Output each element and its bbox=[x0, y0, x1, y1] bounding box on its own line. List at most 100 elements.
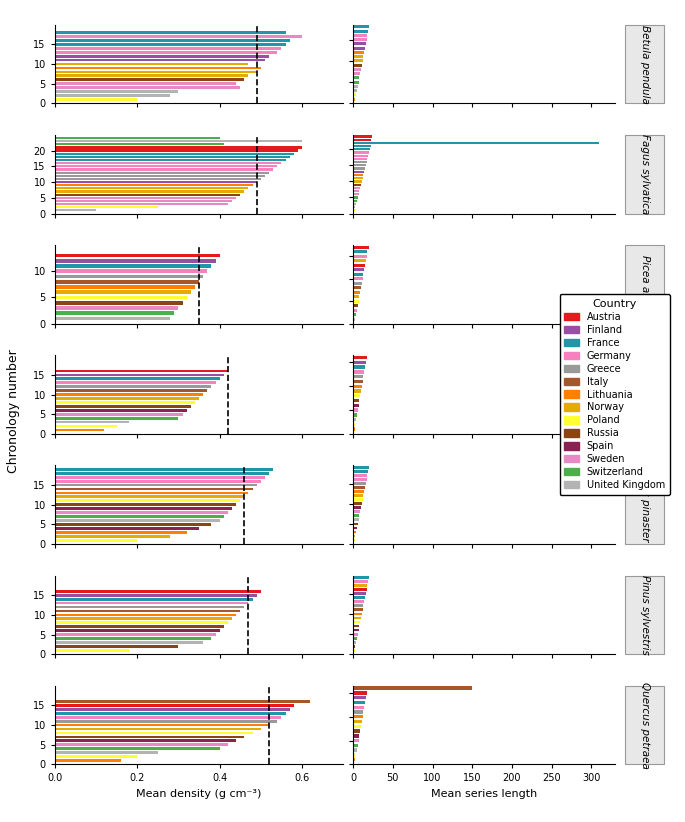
Bar bbox=[55, 137, 220, 139]
Bar bbox=[55, 397, 199, 399]
Bar bbox=[55, 492, 249, 494]
Bar bbox=[55, 98, 137, 101]
Bar bbox=[55, 196, 236, 199]
Bar bbox=[353, 739, 359, 742]
FancyBboxPatch shape bbox=[625, 686, 664, 764]
Bar bbox=[55, 520, 220, 522]
Bar bbox=[55, 39, 290, 42]
Bar bbox=[55, 645, 178, 648]
Bar bbox=[55, 704, 294, 707]
Bar bbox=[353, 584, 367, 587]
Bar bbox=[55, 633, 216, 636]
Bar bbox=[353, 300, 359, 302]
Bar bbox=[353, 580, 368, 583]
Bar bbox=[353, 89, 357, 92]
Bar bbox=[353, 361, 366, 364]
Bar bbox=[55, 712, 286, 714]
Bar bbox=[55, 143, 224, 145]
Bar bbox=[55, 421, 129, 423]
Bar bbox=[55, 515, 224, 518]
Bar bbox=[353, 466, 369, 469]
Bar bbox=[353, 313, 356, 316]
Bar bbox=[353, 76, 360, 80]
Bar bbox=[55, 187, 249, 189]
Bar bbox=[55, 86, 240, 89]
Bar bbox=[353, 193, 359, 196]
Bar bbox=[55, 312, 174, 315]
Bar bbox=[353, 729, 360, 732]
Bar bbox=[353, 486, 365, 489]
Bar bbox=[353, 210, 355, 211]
Bar bbox=[353, 612, 362, 616]
Bar bbox=[353, 523, 358, 525]
Bar bbox=[353, 141, 599, 144]
Bar bbox=[353, 637, 357, 640]
Bar bbox=[353, 696, 366, 700]
Bar bbox=[55, 55, 269, 58]
Bar bbox=[55, 409, 186, 412]
Bar bbox=[353, 534, 356, 538]
Bar bbox=[55, 172, 269, 173]
Bar bbox=[353, 593, 366, 595]
Bar bbox=[55, 51, 277, 53]
Bar bbox=[55, 306, 178, 310]
Bar bbox=[55, 637, 212, 640]
FancyBboxPatch shape bbox=[625, 25, 664, 104]
Bar bbox=[55, 381, 216, 384]
Bar bbox=[55, 496, 245, 498]
Bar bbox=[353, 42, 366, 45]
Bar bbox=[353, 273, 364, 276]
Bar bbox=[353, 51, 364, 53]
Bar bbox=[55, 487, 253, 491]
FancyBboxPatch shape bbox=[625, 575, 664, 654]
Bar bbox=[353, 246, 369, 249]
Bar bbox=[55, 535, 170, 538]
Bar bbox=[55, 613, 236, 616]
Bar bbox=[353, 625, 360, 627]
FancyBboxPatch shape bbox=[625, 465, 664, 544]
Bar bbox=[55, 716, 282, 718]
Bar bbox=[353, 596, 365, 599]
Bar bbox=[353, 161, 366, 164]
Bar bbox=[353, 286, 361, 289]
Bar bbox=[353, 136, 372, 137]
Bar bbox=[55, 531, 186, 533]
Bar bbox=[55, 206, 158, 208]
Bar bbox=[55, 146, 302, 149]
Bar bbox=[353, 180, 362, 182]
Bar bbox=[353, 25, 369, 28]
Bar bbox=[353, 589, 366, 591]
Bar bbox=[55, 617, 232, 621]
Bar bbox=[55, 285, 195, 289]
Bar bbox=[353, 649, 355, 652]
Bar bbox=[55, 720, 277, 723]
Bar bbox=[55, 90, 178, 93]
Bar bbox=[353, 151, 369, 154]
Bar bbox=[353, 38, 366, 41]
Bar bbox=[55, 538, 137, 542]
Bar bbox=[55, 191, 245, 192]
Bar bbox=[55, 193, 240, 196]
Bar bbox=[353, 394, 360, 397]
Bar bbox=[55, 210, 96, 211]
Bar bbox=[353, 490, 364, 493]
Bar bbox=[55, 610, 240, 612]
Bar bbox=[353, 171, 364, 173]
Bar bbox=[55, 417, 178, 419]
Bar bbox=[353, 98, 356, 100]
Bar bbox=[55, 275, 203, 279]
Bar bbox=[55, 82, 236, 85]
Bar bbox=[353, 538, 355, 542]
Bar bbox=[55, 270, 208, 273]
Bar bbox=[353, 174, 364, 176]
Bar bbox=[55, 483, 257, 487]
Bar bbox=[353, 527, 357, 529]
Bar bbox=[55, 523, 212, 526]
Text: Fagus sylvatica: Fagus sylvatica bbox=[640, 134, 650, 215]
Bar bbox=[55, 78, 245, 81]
Bar bbox=[353, 470, 368, 473]
Bar bbox=[55, 405, 191, 408]
Bar bbox=[353, 304, 358, 307]
Bar bbox=[353, 291, 360, 293]
Bar bbox=[353, 705, 364, 709]
